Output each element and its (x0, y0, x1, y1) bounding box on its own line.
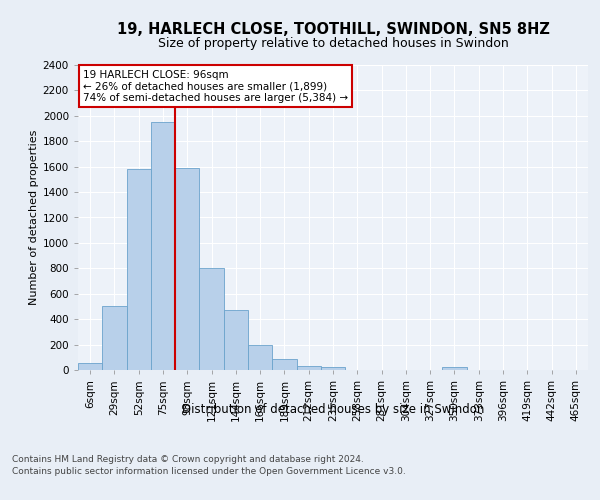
Text: Size of property relative to detached houses in Swindon: Size of property relative to detached ho… (158, 38, 508, 51)
Bar (175, 168, 199, 370)
Bar (296, 366, 321, 370)
Bar (102, 306, 127, 370)
Bar (321, 367, 345, 370)
Bar (199, 268, 224, 370)
Bar (127, 169, 151, 370)
Bar (151, 122, 175, 370)
Bar (224, 310, 248, 370)
Text: Distribution of detached houses by size in Swindon: Distribution of detached houses by size … (182, 402, 484, 415)
Y-axis label: Number of detached properties: Number of detached properties (29, 130, 38, 305)
Bar (78, 363, 102, 370)
Bar (272, 358, 296, 370)
Text: Contains public sector information licensed under the Open Government Licence v3: Contains public sector information licen… (12, 468, 406, 476)
Bar (248, 345, 272, 370)
Text: 19, HARLECH CLOSE, TOOTHILL, SWINDON, SN5 8HZ: 19, HARLECH CLOSE, TOOTHILL, SWINDON, SN… (116, 22, 550, 38)
Text: 19 HARLECH CLOSE: 96sqm
← 26% of detached houses are smaller (1,899)
74% of semi: 19 HARLECH CLOSE: 96sqm ← 26% of detache… (83, 70, 348, 103)
Text: Contains HM Land Registry data © Crown copyright and database right 2024.: Contains HM Land Registry data © Crown c… (12, 455, 364, 464)
Bar (442, 368, 467, 370)
